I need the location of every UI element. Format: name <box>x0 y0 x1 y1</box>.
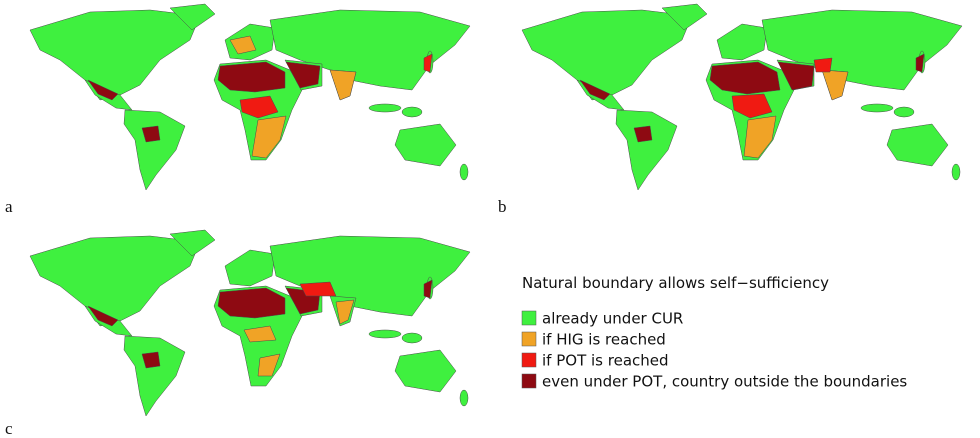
legend-label: already under CUR <box>542 310 683 328</box>
country-region <box>251 115 287 159</box>
country-region <box>731 93 773 119</box>
country-region <box>915 53 925 73</box>
country-region <box>335 299 355 325</box>
country-region <box>257 353 281 377</box>
country-region <box>329 69 357 101</box>
panel-label: b <box>498 197 507 216</box>
panel-label: c <box>5 419 13 438</box>
country-region <box>229 35 257 55</box>
country-region <box>87 305 119 327</box>
map-panel <box>521 3 963 191</box>
country-region <box>217 287 286 319</box>
legend-title: Natural boundary allows self−sufficiency <box>522 274 829 292</box>
country-region <box>743 115 777 159</box>
legend-swatch <box>521 352 537 368</box>
legend-swatch <box>521 310 537 326</box>
map-panel <box>29 3 471 191</box>
country-region <box>217 61 286 93</box>
country-region <box>29 229 471 417</box>
country-region <box>243 325 277 343</box>
legend-label: even under POT, country outside the boun… <box>542 373 907 391</box>
country-region <box>777 61 815 91</box>
legend-label: if HIG is reached <box>542 331 666 349</box>
legend-label: if POT is reached <box>542 352 669 370</box>
country-region <box>423 53 433 73</box>
legend-swatch <box>521 373 537 389</box>
country-region <box>821 69 849 101</box>
country-region <box>813 57 833 73</box>
country-region <box>633 125 653 143</box>
country-region <box>141 125 161 143</box>
country-region <box>579 79 611 101</box>
country-region <box>239 95 279 119</box>
country-region <box>423 279 433 299</box>
panel-label: a <box>5 197 13 216</box>
country-region <box>285 61 321 89</box>
country-region <box>709 61 781 95</box>
country-region <box>29 3 471 191</box>
legend-swatch <box>521 331 537 347</box>
country-region <box>141 351 161 369</box>
legend: already under CUR if HIG is reached if POT… <box>521 310 907 391</box>
country-region <box>87 79 119 101</box>
country-region <box>299 281 337 297</box>
map-panel <box>29 229 471 417</box>
